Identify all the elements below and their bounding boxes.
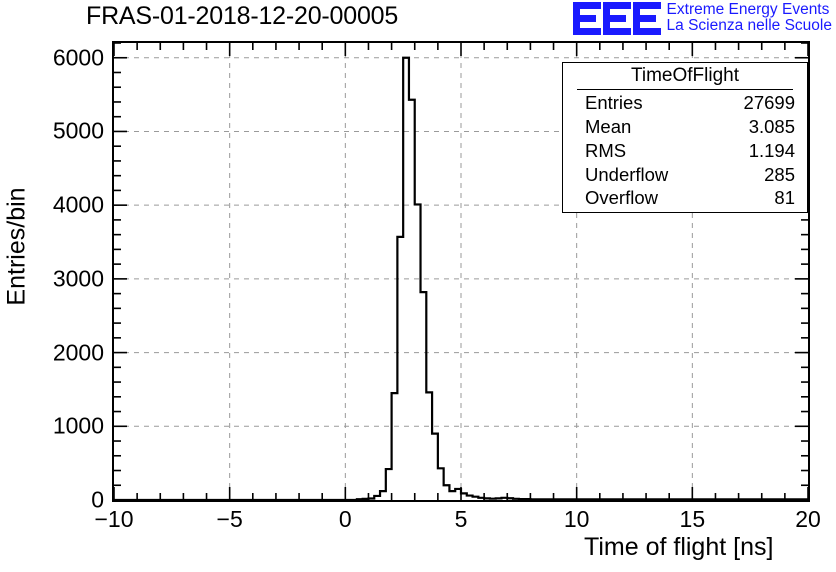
stats-title: TimeOfFlight	[577, 64, 793, 90]
y-tick-label: 3000	[52, 265, 104, 292]
x-tick-label: −10	[94, 506, 134, 532]
x-tick-label: 20	[795, 506, 821, 532]
histogram-trace	[114, 56, 808, 500]
stats-value: 81	[774, 187, 795, 209]
y-tick-label: 2000	[52, 339, 104, 366]
y-tick-label: 1000	[52, 412, 104, 439]
stats-key: RMS	[585, 139, 627, 161]
stats-rows: Entries 27699 Mean 3.085 RMS 1.194 Underflow 28…	[563, 91, 807, 210]
eee-logo-line1: Extreme Energy Events	[666, 0, 830, 18]
stats-key: Mean	[585, 115, 632, 137]
x-tick-label: 15	[679, 506, 706, 532]
stats-value: 285	[764, 163, 795, 185]
stats-row: RMS 1.194	[563, 139, 807, 163]
stats-row: Underflow 285	[563, 163, 807, 187]
eee-logo: Extreme Energy Events La Scienza nelle S…	[572, 0, 832, 35]
stats-value: 1.194	[748, 139, 795, 161]
y-tick-label: 5000	[52, 117, 104, 144]
eee-letter-icon	[602, 2, 631, 35]
y-tick-label: 6000	[52, 44, 104, 71]
y-tick-label: 4000	[52, 191, 104, 218]
stats-row: Mean 3.085	[563, 115, 807, 139]
eee-logo-line2: La Scienza nelle Scuole	[666, 17, 832, 34]
stats-box: TimeOfFlight Entries 27699 Mean 3.085 RMS 1.1…	[562, 62, 808, 214]
eee-logo-mark-icon	[572, 2, 661, 35]
x-tick-label: 5	[454, 506, 468, 532]
stats-key: Entries	[585, 92, 643, 113]
stats-key: Overflow	[585, 187, 658, 209]
stats-value: 3.085	[748, 115, 795, 137]
eee-letter-icon	[572, 2, 601, 35]
page-title: FRAS-01-2018-12-20-00005	[86, 2, 399, 30]
x-axis-title: Time of flight [ns]	[584, 533, 774, 561]
gridlines	[114, 43, 808, 500]
y-axis-title: Entries/bin	[2, 187, 31, 306]
stats-key: Underflow	[585, 163, 669, 185]
eee-letter-icon	[632, 2, 661, 35]
stats-value: 27699	[743, 92, 795, 113]
y-tick-label: 0	[91, 486, 104, 513]
x-tick-label: 10	[563, 506, 590, 532]
x-tick-label: 0	[338, 506, 352, 532]
eee-logo-text: Extreme Energy Events La Scienza nelle S…	[666, 0, 832, 35]
stats-row: Entries 27699	[563, 91, 807, 115]
stats-row: Overflow 81	[563, 186, 807, 210]
x-tick-label: −5	[216, 506, 243, 532]
